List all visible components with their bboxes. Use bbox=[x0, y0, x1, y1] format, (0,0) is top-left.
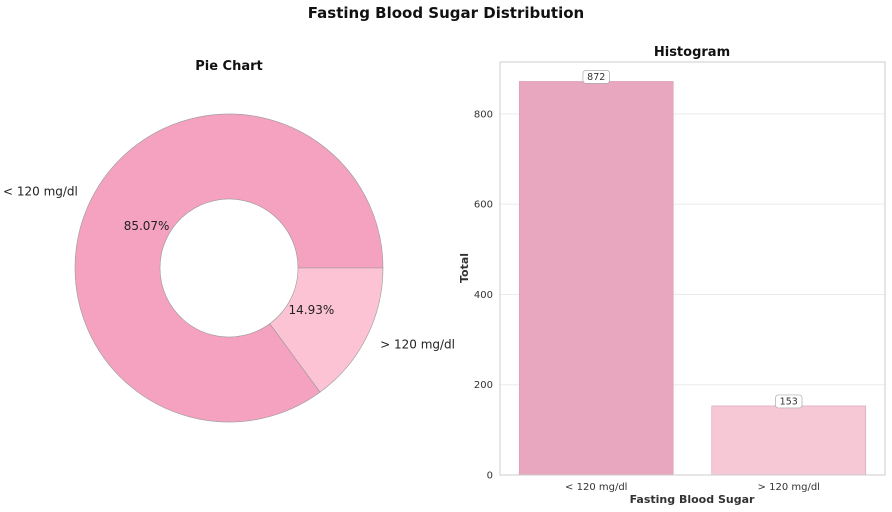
x-axis-label: Fasting Blood Sugar bbox=[630, 493, 755, 506]
plot-frame bbox=[499, 61, 886, 476]
bar-value-label: 153 bbox=[780, 396, 798, 407]
pie-category-label: < 120 mg/dl bbox=[3, 184, 78, 198]
x-tick-label: > 120 mg/dl bbox=[758, 482, 820, 493]
bar-bars: 872 153 bbox=[518, 70, 867, 476]
bar bbox=[711, 405, 867, 476]
y-tick-label: 400 bbox=[474, 290, 493, 301]
bar-chart-title: Histogram bbox=[654, 45, 730, 60]
bar-ticks: 0 200 400 600 800 < 120 mg/dl > 120 mg/dl bbox=[474, 109, 820, 493]
bar bbox=[518, 81, 674, 476]
pie-percent-label: 85.07% bbox=[124, 219, 170, 233]
x-tick-label: < 120 mg/dl bbox=[565, 482, 627, 493]
pie-category-label: > 120 mg/dl bbox=[380, 338, 455, 352]
y-axis-label: Total bbox=[458, 253, 471, 283]
figure-title: Fasting Blood Sugar Distribution bbox=[308, 4, 584, 22]
pie-slice bbox=[269, 267, 384, 393]
pie-slice bbox=[74, 113, 384, 423]
bar-chart: Histogram 872 153 0 200 400 600 800 < 120 mg/d… bbox=[458, 45, 886, 506]
y-tick-label: 0 bbox=[487, 471, 493, 482]
bar-value-box bbox=[582, 70, 610, 84]
y-tick-label: 200 bbox=[474, 380, 493, 391]
pie-percent-label: 14.93% bbox=[289, 303, 335, 317]
pie-chart: Pie Chart 85.07% < 120 mg/dl 14.93% > 120 m… bbox=[3, 59, 455, 423]
bar-value-box bbox=[775, 394, 803, 409]
y-tick-label: 600 bbox=[474, 200, 493, 211]
bar-value-label: 872 bbox=[587, 72, 605, 83]
pie-chart-title: Pie Chart bbox=[195, 59, 263, 74]
y-tick-label: 800 bbox=[474, 109, 493, 120]
pie-slices: 85.07% < 120 mg/dl 14.93% > 120 mg/dl bbox=[3, 113, 455, 423]
